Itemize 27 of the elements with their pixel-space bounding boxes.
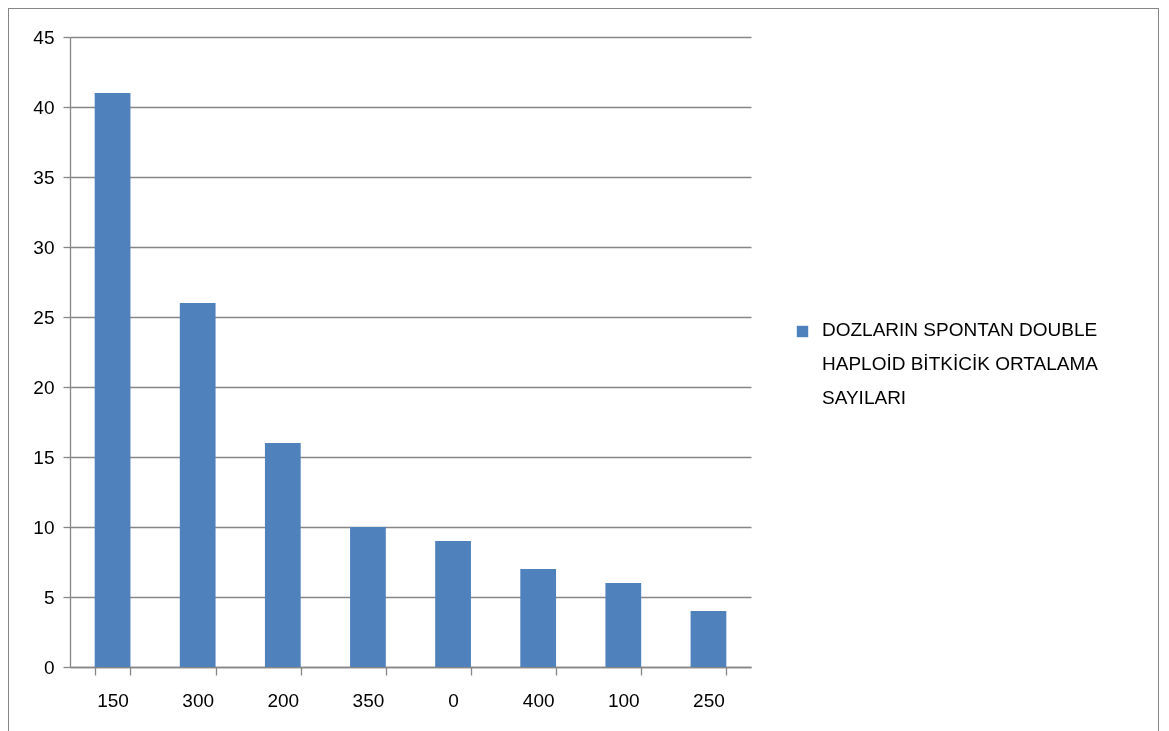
x-tick-label: 0: [448, 689, 459, 711]
x-tick-label: 200: [267, 689, 300, 711]
bar: [94, 93, 131, 667]
x-tick-label: 100: [607, 689, 640, 711]
y-tick-label: 20: [33, 376, 55, 398]
legend-label: DOZLARIN SPONTAN DOUBLE HAPLOİD BİTKİCİK ORTALAMA SAYILARI: [822, 318, 1099, 408]
y-tick-label: 40: [33, 96, 55, 118]
y-tick-label: 0: [43, 656, 55, 678]
bar: [264, 443, 301, 667]
x-tick-label: 400: [522, 689, 555, 711]
x-tick-label: 250: [693, 689, 725, 711]
bar: [605, 583, 642, 667]
bar: [520, 569, 557, 667]
bar: [435, 541, 471, 667]
bar: [179, 303, 216, 667]
y-tick-label: 5: [43, 586, 55, 608]
y-tick-label: 35: [33, 166, 55, 188]
bar: [350, 527, 386, 667]
y-tick-label: 45: [33, 26, 55, 48]
bar: [690, 611, 727, 667]
y-tick-label: 10: [33, 516, 55, 538]
y-tick-label: 30: [33, 236, 55, 258]
x-tick-label: 350: [352, 689, 385, 711]
y-tick-label: 25: [33, 306, 55, 328]
x-tick-label: 300: [182, 689, 215, 711]
y-tick-label: 15: [33, 446, 55, 468]
x-tick-label: 150: [97, 689, 129, 711]
